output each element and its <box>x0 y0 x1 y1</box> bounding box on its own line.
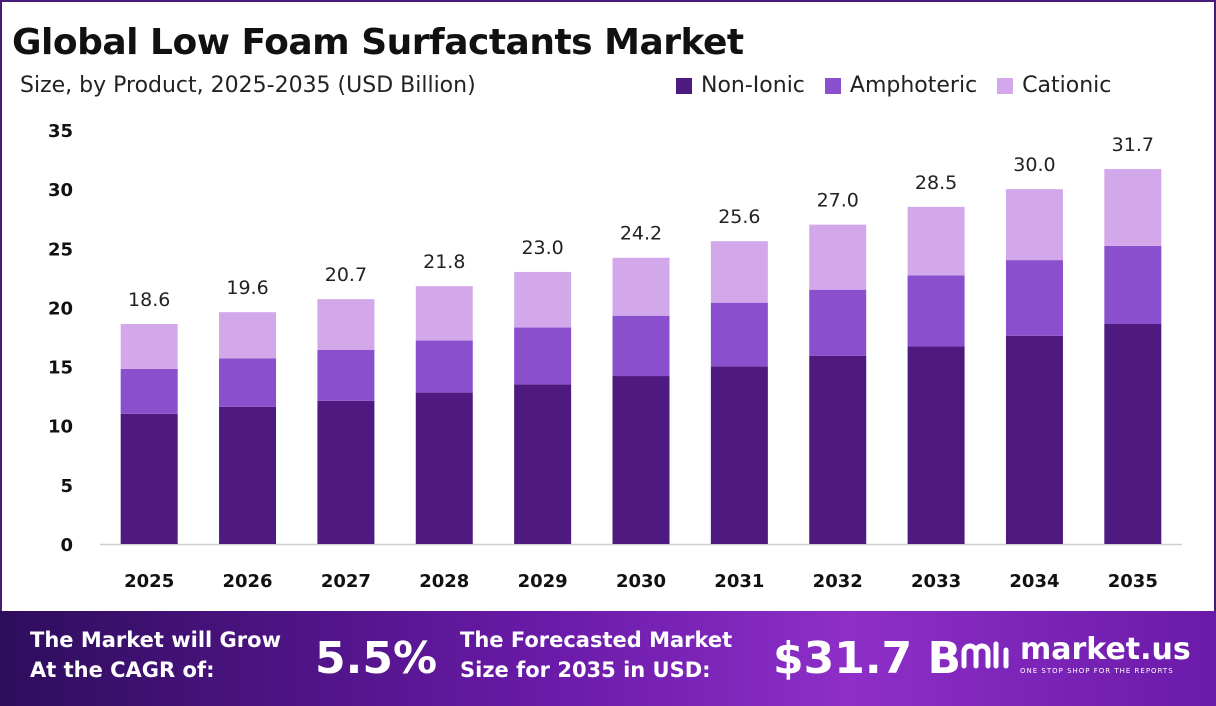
bar-segment-cationic <box>219 312 277 359</box>
x-tick-label: 2028 <box>419 571 469 592</box>
bar-segment-amphoteric <box>120 368 178 414</box>
bar-segment-amphoteric <box>219 358 277 407</box>
bar-segment-non-ionic <box>809 355 867 544</box>
bar-total-label: 25.6 <box>718 206 760 228</box>
bar-segment-non-ionic <box>1104 323 1162 544</box>
bar-total-label: 21.8 <box>423 251 465 273</box>
footer-banner: The Market will Grow At the CAGR of: 5.5… <box>0 611 1216 706</box>
bar-total-label: 23.0 <box>521 237 563 259</box>
bar-segment-amphoteric <box>415 340 473 393</box>
market-us-logo-icon <box>961 641 1009 669</box>
bar-segment-cationic <box>120 323 178 369</box>
legend-item-amphoteric: Amphoteric <box>824 73 978 98</box>
x-tick-label: 2034 <box>1009 571 1059 592</box>
bar-segment-cationic <box>710 241 768 303</box>
brand-tagline: ONE STOP SHOP FOR THE REPORTS <box>1020 667 1174 675</box>
bar-total-label: 24.2 <box>620 223 662 245</box>
bar-total-label: 28.5 <box>915 172 957 194</box>
y-tick-label: 0 <box>60 535 73 556</box>
bar-total-label: 20.7 <box>325 264 367 286</box>
bar-total-label: 27.0 <box>817 190 859 212</box>
bar-segment-cationic <box>612 257 670 316</box>
bar-segment-non-ionic <box>317 400 375 544</box>
legend-label-non-ionic: Non-Ionic <box>701 73 805 98</box>
y-tick-label: 10 <box>48 417 73 438</box>
cagr-value: 5.5% <box>315 633 438 684</box>
bar-segment-cationic <box>809 224 867 290</box>
chart-subtitle: Size, by Product, 2025-2035 (USD Billion… <box>20 73 476 98</box>
x-tick-label: 2027 <box>321 571 371 592</box>
bar-segment-amphoteric <box>907 275 965 347</box>
cagr-label: The Market will Grow At the CAGR of: <box>30 625 281 685</box>
bar-segment-cationic <box>514 271 572 328</box>
forecast-label-line-1: The Forecasted Market <box>460 628 733 652</box>
x-tick-label: 2035 <box>1108 571 1158 592</box>
bar-segment-amphoteric <box>1005 260 1063 336</box>
cagr-label-line-1: The Market will Grow <box>30 628 281 652</box>
bar-segment-non-ionic <box>219 406 277 544</box>
bar-segment-non-ionic <box>514 384 572 544</box>
bar-segment-non-ionic <box>612 376 670 544</box>
legend-swatch-non-ionic <box>676 77 692 94</box>
bar-total-label: 19.6 <box>226 277 268 299</box>
legend-item-non-ionic: Non-Ionic <box>676 73 805 98</box>
forecast-value: $31.7 B <box>773 633 962 684</box>
x-tick-label: 2025 <box>124 571 174 592</box>
brand-name: market.us <box>1020 632 1191 667</box>
x-tick-label: 2032 <box>813 571 863 592</box>
bar-segment-amphoteric <box>809 289 867 356</box>
y-tick-label: 35 <box>48 121 73 142</box>
x-tick-label: 2030 <box>616 571 666 592</box>
bar-segment-cationic <box>317 299 375 351</box>
bar-segment-cationic <box>1104 169 1162 246</box>
chart-title: Global Low Foam Surfactants Market <box>12 22 744 63</box>
bar-total-label: 31.7 <box>1112 134 1154 156</box>
bar-segment-cationic <box>907 206 965 276</box>
legend-item-cationic: Cationic <box>997 73 1111 98</box>
y-tick-label: 30 <box>48 180 73 201</box>
legend: Non-Ionic Amphoteric Cationic <box>676 73 1111 98</box>
bar-segment-amphoteric <box>317 350 375 401</box>
cagr-label-line-2: At the CAGR of: <box>30 658 215 682</box>
forecast-label: The Forecasted Market Size for 2035 in U… <box>460 625 732 685</box>
y-tick-label: 15 <box>48 358 73 379</box>
bar-segment-amphoteric <box>1104 245 1162 324</box>
x-tick-label: 2029 <box>518 571 568 592</box>
forecast-label-line-2: Size for 2035 in USD: <box>460 658 711 682</box>
x-tick-label: 2031 <box>714 571 764 592</box>
bar-segment-non-ionic <box>120 413 178 544</box>
bar-segment-amphoteric <box>514 327 572 385</box>
bar-segment-non-ionic <box>415 392 473 544</box>
brand-logo: market.us ONE STOP SHOP FOR THE REPORTS <box>960 635 1191 675</box>
x-tick-label: 2033 <box>911 571 961 592</box>
legend-swatch-amphoteric <box>824 77 841 94</box>
bar-segment-amphoteric <box>612 315 670 377</box>
bar-segment-non-ionic <box>907 346 965 544</box>
bar-total-label: 30.0 <box>1013 154 1055 176</box>
y-tick-label: 20 <box>48 298 73 319</box>
stacked-bar-chart: 0510152025303518.6202519.6202620.7202721… <box>48 121 1182 592</box>
bar-segment-non-ionic <box>1005 335 1063 544</box>
bar-segment-cationic <box>1005 189 1063 261</box>
y-tick-label: 5 <box>60 476 73 497</box>
legend-label-amphoteric: Amphoteric <box>849 73 978 98</box>
y-tick-label: 25 <box>48 239 73 260</box>
bar-segment-cationic <box>415 286 473 341</box>
x-tick-label: 2026 <box>222 571 272 592</box>
bar-total-label: 18.6 <box>128 289 170 311</box>
bar-segment-amphoteric <box>710 302 768 367</box>
bar-segment-non-ionic <box>710 366 768 544</box>
legend-label-cationic: Cationic <box>1022 73 1112 98</box>
legend-swatch-cationic <box>997 77 1014 94</box>
